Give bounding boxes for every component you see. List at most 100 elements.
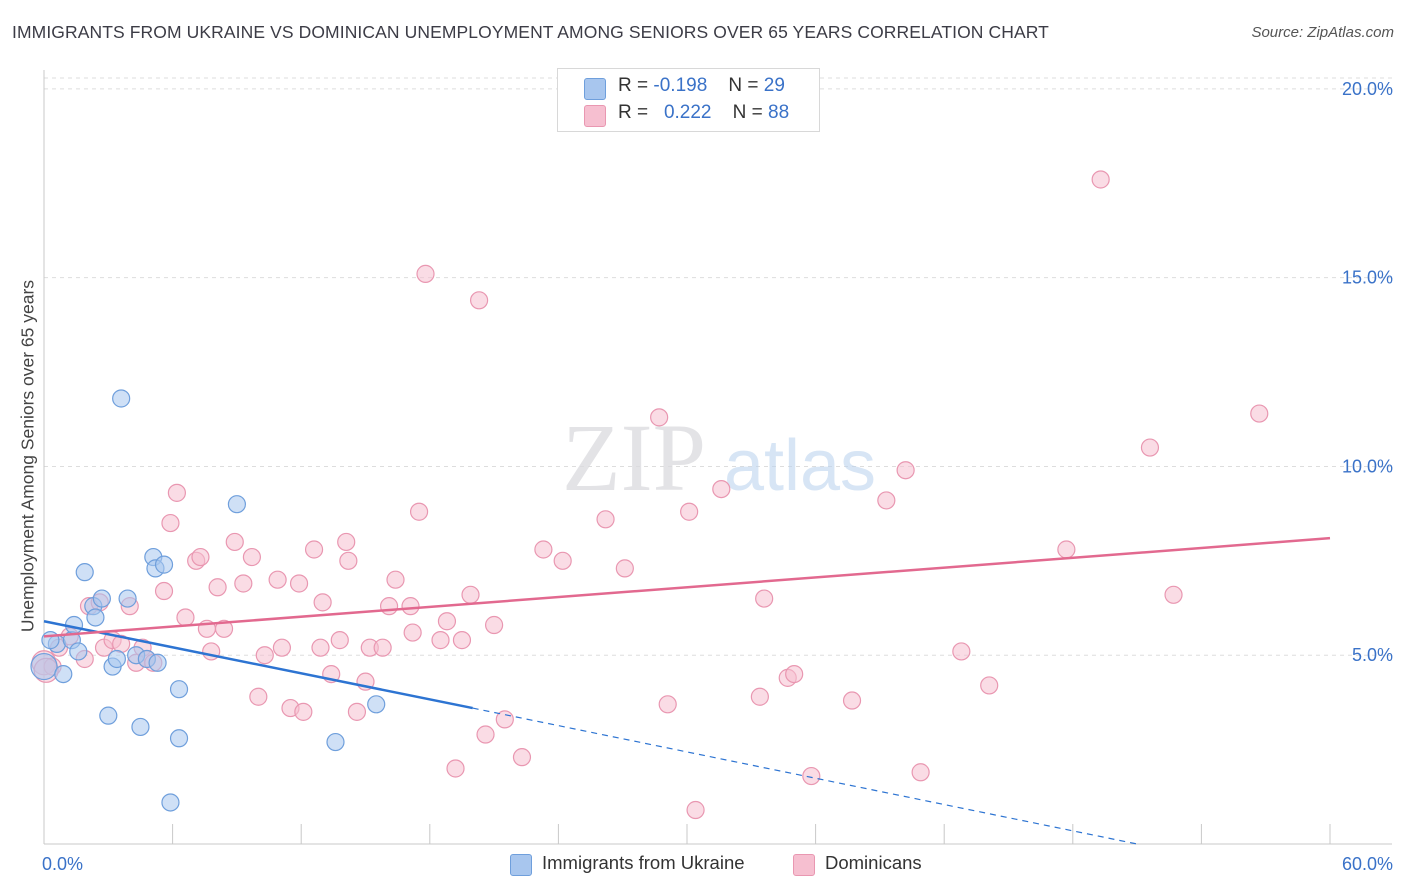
data-point-dominicans bbox=[347, 702, 367, 721]
data-point-dominicans bbox=[896, 461, 915, 480]
y-tick-label: 20.0% bbox=[1342, 79, 1393, 99]
data-point-dominicans bbox=[409, 502, 429, 521]
data-point-dominicans bbox=[1140, 438, 1160, 457]
data-point-dominicans bbox=[401, 597, 420, 616]
data-point-dominicans bbox=[512, 748, 532, 767]
y-axis-label: Unemployment Among Seniors over 65 years bbox=[17, 279, 38, 633]
data-point-ukraine bbox=[75, 563, 94, 582]
data-point-dominicans bbox=[680, 502, 699, 521]
data-point-ukraine bbox=[169, 680, 189, 699]
n-label: N = bbox=[732, 102, 763, 123]
data-point-dominicans bbox=[750, 687, 769, 706]
data-point-dominicans bbox=[650, 408, 669, 427]
data-point-ukraine bbox=[367, 695, 386, 714]
data-point-dominicans bbox=[161, 513, 180, 533]
data-point-dominicans bbox=[386, 570, 405, 589]
data-point-dominicans bbox=[1250, 404, 1269, 423]
watermark-zip: ZIP bbox=[562, 404, 706, 511]
n-value: 88 bbox=[768, 102, 790, 123]
watermark-atlas: atlas bbox=[724, 426, 876, 506]
legend-swatch-dominicans bbox=[793, 854, 815, 876]
data-point-ukraine bbox=[131, 717, 150, 737]
data-point-dominicans bbox=[416, 264, 435, 283]
data-point-dominicans bbox=[294, 702, 313, 721]
x-tick-label: 0.0% bbox=[42, 854, 83, 874]
legend-stats-ukraine: R = -0.198 N = 29 bbox=[618, 75, 785, 97]
data-point-ukraine bbox=[326, 732, 345, 752]
data-point-dominicans bbox=[1091, 170, 1110, 189]
data-point-ukraine bbox=[54, 664, 73, 684]
data-point-dominicans bbox=[431, 631, 450, 650]
trend-line-dominicans bbox=[43, 536, 1331, 638]
data-point-dominicans bbox=[452, 631, 472, 650]
data-point-dominicans bbox=[313, 593, 332, 612]
data-point-dominicans bbox=[289, 574, 309, 593]
data-point-dominicans bbox=[469, 291, 489, 310]
trend-line-ukraine bbox=[43, 620, 473, 710]
data-point-ukraine bbox=[69, 642, 88, 661]
data-point-dominicans bbox=[437, 612, 457, 631]
x-tick-label: 60.0% bbox=[1342, 854, 1393, 874]
data-point-dominicans bbox=[379, 597, 399, 616]
y-tick-label: 5.0% bbox=[1352, 645, 1393, 665]
data-point-dominicans bbox=[272, 638, 292, 657]
data-point-dominicans bbox=[596, 510, 615, 529]
data-point-dominicans bbox=[485, 615, 504, 635]
n-value: 29 bbox=[763, 75, 785, 96]
data-point-dominicans bbox=[167, 483, 186, 502]
data-point-ukraine bbox=[148, 653, 167, 672]
legend-swatch-dominicans bbox=[584, 105, 606, 127]
data-point-dominicans bbox=[214, 619, 234, 638]
data-point-dominicans bbox=[154, 581, 174, 601]
trend-lines bbox=[43, 536, 1331, 845]
chart-title: IMMIGRANTS FROM UKRAINE VS DOMINICAN UNE… bbox=[12, 22, 1049, 42]
data-point-ukraine bbox=[107, 649, 126, 669]
data-point-dominicans bbox=[802, 766, 821, 786]
series-dominicans bbox=[31, 170, 1269, 820]
y-tick-label: 15.0% bbox=[1342, 268, 1393, 288]
data-point-ukraine bbox=[30, 652, 58, 681]
data-point-dominicans bbox=[911, 763, 930, 782]
data-point-ukraine bbox=[112, 389, 131, 408]
data-point-dominicans bbox=[330, 631, 349, 650]
legend-stats-dominicans: R = 0.222 N = 88 bbox=[618, 102, 789, 124]
data-point-dominicans bbox=[952, 642, 971, 661]
data-point-ukraine bbox=[154, 555, 174, 574]
grid bbox=[44, 77, 1392, 656]
data-point-dominicans bbox=[311, 638, 330, 657]
legend-swatch-ukraine bbox=[510, 854, 532, 876]
data-point-dominicans bbox=[242, 547, 262, 567]
data-point-dominicans bbox=[785, 664, 804, 684]
data-point-dominicans bbox=[755, 589, 774, 608]
r-label: R = bbox=[618, 102, 649, 123]
r-label: R = bbox=[618, 75, 649, 96]
data-point-ukraine bbox=[99, 706, 118, 725]
data-point-dominicans bbox=[686, 800, 705, 820]
data-point-dominicans bbox=[658, 695, 677, 714]
data-point-ukraine bbox=[118, 589, 137, 608]
data-point-ukraine bbox=[169, 729, 189, 748]
data-point-dominicans bbox=[255, 646, 274, 665]
data-point-dominicans bbox=[534, 540, 553, 559]
x-tick-labels: 0.0% 60.0% bbox=[42, 854, 1393, 874]
data-point-ukraine bbox=[92, 589, 111, 608]
data-point-dominicans bbox=[461, 585, 480, 604]
r-value: 0.222 bbox=[663, 102, 712, 123]
data-point-dominicans bbox=[712, 479, 731, 499]
data-point-dominicans bbox=[304, 540, 324, 559]
data-point-dominicans bbox=[176, 608, 195, 627]
data-point-ukraine bbox=[161, 793, 180, 812]
correlation-legend: R = -0.198 N = 29 R = 0.222 N = 88 bbox=[557, 68, 820, 132]
data-point-dominicans bbox=[373, 638, 392, 657]
data-point-dominicans bbox=[225, 532, 244, 552]
data-point-dominicans bbox=[553, 551, 572, 570]
r-value: -0.198 bbox=[653, 75, 708, 96]
data-point-dominicans bbox=[234, 574, 253, 593]
data-point-dominicans bbox=[1164, 585, 1183, 604]
data-point-dominicans bbox=[337, 532, 356, 552]
data-point-ukraine bbox=[86, 608, 105, 627]
source-credit: Source: ZipAtlas.com bbox=[1251, 24, 1394, 41]
y-tick-labels: 5.0% 10.0% 15.0% 20.0% bbox=[1342, 79, 1393, 665]
data-point-dominicans bbox=[268, 570, 287, 589]
